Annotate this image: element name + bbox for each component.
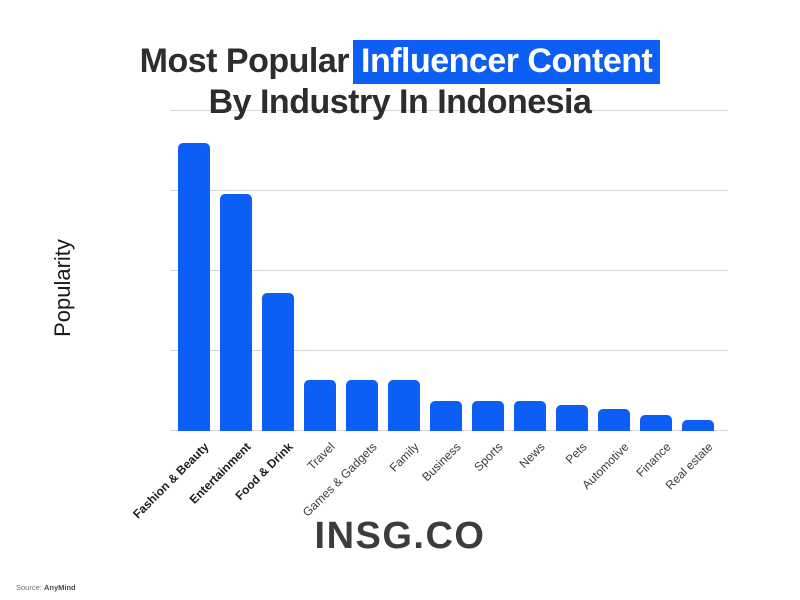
bar-business: [430, 401, 462, 431]
bar-games-gadgets: [346, 380, 378, 431]
y-axis-label: Popularity: [50, 239, 75, 337]
bar-fashion-beauty: [178, 143, 210, 431]
brand-logo-text: INSG.CO: [314, 515, 486, 557]
bar-travel: [304, 380, 336, 431]
bar-news: [514, 401, 546, 431]
bar-sports: [472, 401, 504, 431]
gridline: [170, 270, 728, 271]
bar-entertainment: [220, 194, 252, 431]
bar-automotive: [598, 409, 630, 431]
gridline: [170, 110, 728, 111]
bar-finance: [640, 415, 672, 431]
gridline: [170, 350, 728, 351]
source-attribution: Source: AnyMind: [16, 583, 76, 592]
plot-area: [170, 110, 728, 431]
title-prefix: Most Popular: [139, 42, 350, 80]
title-line-2: By Industry In Indonesia: [208, 83, 592, 121]
source-label: Source:: [16, 583, 42, 592]
title-line-1: Most Popular Influencer Content: [0, 40, 800, 84]
title-highlight: Influencer Content: [353, 40, 661, 84]
source-name: AnyMind: [43, 583, 76, 592]
gridline: [170, 190, 728, 191]
bar-food-drink: [262, 293, 294, 431]
bar-real-estate: [682, 420, 714, 431]
bar-family: [388, 380, 420, 431]
chart-title: Most Popular Influencer Content By Indust…: [0, 40, 800, 123]
bar-pets: [556, 405, 588, 431]
